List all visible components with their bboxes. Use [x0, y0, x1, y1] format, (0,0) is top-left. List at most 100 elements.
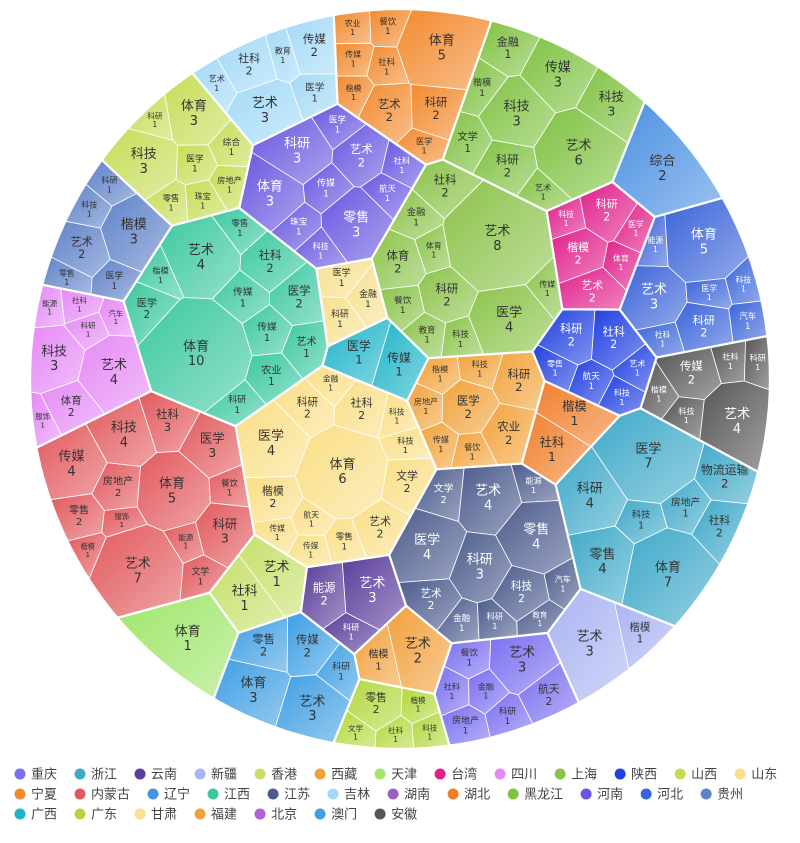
- cell-value: 1: [618, 263, 623, 272]
- cell-label: 社科: [655, 329, 671, 339]
- cell-label: 楷模: [81, 542, 95, 551]
- legend-item: 安徽: [374, 808, 417, 823]
- cell-label: 体育: [655, 560, 681, 576]
- cell-value: 1: [272, 575, 280, 590]
- legend-swatch: [134, 768, 146, 780]
- cell-value: 1: [234, 406, 240, 416]
- cell-label: 珠宝: [290, 215, 308, 227]
- cell-value: 1: [438, 445, 443, 454]
- cell-label: 体育: [183, 338, 209, 354]
- group-outline: [441, 19, 647, 213]
- cell-label: 能源: [313, 580, 336, 594]
- cell-value: 1: [227, 488, 232, 498]
- cell-value: 1: [280, 55, 285, 65]
- legend-text: 吉林: [344, 788, 370, 803]
- cell-label: 艺术: [350, 142, 373, 156]
- legend-item: 江苏: [267, 787, 310, 803]
- cell-value: 2: [304, 646, 311, 660]
- legend-item: 上海: [554, 768, 597, 783]
- cell-value: 2: [266, 261, 273, 275]
- cell-label: 文学: [396, 468, 418, 482]
- cell-value: 3: [650, 298, 658, 313]
- cell-value: 1: [466, 659, 472, 669]
- cell-label: 楷模: [152, 266, 168, 276]
- legend-item: 湖北: [447, 788, 490, 803]
- legend-item: 山西: [674, 768, 717, 783]
- cell-label: 科研: [297, 395, 319, 408]
- cell-label: 医学: [186, 153, 204, 165]
- cell-value: 1: [463, 727, 469, 737]
- cell-label: 楷模: [651, 384, 667, 394]
- legend-text: 四川: [511, 768, 537, 783]
- cell-label: 科研: [147, 110, 163, 120]
- group-outline: [639, 334, 772, 474]
- legend-swatch: [147, 788, 159, 800]
- cell-label: 传媒: [680, 359, 703, 373]
- group-cell: 文学1艺术7房地产2传媒4服饰1楷模1社科3科研3能源1体育5医学3零售2科技4…: [35, 389, 256, 620]
- cell-label: 社科: [156, 407, 179, 421]
- cell-value: 1: [635, 369, 640, 378]
- cell: [334, 42, 375, 77]
- cell-label: 航天: [379, 183, 396, 193]
- cell-label: 医学: [496, 305, 522, 321]
- cell-label: 科技: [472, 359, 488, 369]
- cell-label: 科研: [577, 481, 603, 496]
- cell-value: 1: [638, 520, 644, 531]
- cell-value: 1: [214, 83, 219, 93]
- legend-swatch: [74, 788, 86, 800]
- cell-value: 1: [85, 550, 90, 559]
- legend-text: 山东: [751, 768, 777, 783]
- cell-label: 楷模: [629, 620, 650, 633]
- legend-item: 辽宁: [147, 787, 190, 803]
- legend-text: 宁夏: [31, 787, 57, 803]
- cell-value: 1: [545, 288, 550, 298]
- cell-label: 教育: [275, 46, 291, 56]
- cell-value: 4: [586, 496, 594, 511]
- legend-swatch: [434, 768, 446, 780]
- cell-label: 科研: [343, 622, 359, 632]
- cell-value: 1: [449, 691, 454, 701]
- cell-value: 4: [197, 258, 205, 273]
- legend-text: 河北: [657, 788, 683, 803]
- legend-item: 吉林: [327, 788, 370, 803]
- legend-text: 广西: [31, 808, 57, 823]
- cell-label: 房地产: [671, 495, 700, 508]
- cell-label: 医学: [305, 82, 325, 94]
- cell-value: 2: [504, 165, 511, 179]
- cell-label: 科技: [397, 436, 413, 446]
- legend-text: 北京: [271, 808, 297, 823]
- legend-text: 安徽: [391, 808, 417, 823]
- legend-item: 甘肃: [134, 808, 177, 823]
- cell-label: 零售: [163, 193, 180, 203]
- cell-value: 2: [721, 477, 729, 491]
- cell-value: 1: [309, 519, 314, 528]
- cell-value: 4: [505, 321, 513, 336]
- cell-value: 1: [755, 363, 760, 372]
- cell-value: 7: [644, 457, 652, 472]
- legend-swatch: [734, 768, 746, 780]
- legend-swatch: [14, 788, 26, 800]
- legend-text: 陕西: [631, 768, 657, 783]
- cell-label: 科技: [422, 723, 437, 733]
- cell-value: 8: [493, 239, 501, 254]
- cell-label: 艺术: [405, 637, 431, 652]
- cell-label: 体育: [257, 178, 283, 194]
- cell-value: 2: [269, 497, 276, 510]
- cell-value: 1: [323, 189, 329, 199]
- cell-value: 1: [229, 148, 235, 158]
- legend-text: 福建: [211, 808, 237, 823]
- legend-item: 山东: [734, 768, 777, 783]
- cell-value: 2: [320, 593, 327, 607]
- cell-value: 1: [40, 421, 45, 430]
- cell-label: 楷模: [121, 218, 147, 233]
- cell-value: 2: [76, 517, 82, 528]
- cell-value: 1: [400, 306, 406, 316]
- legend-swatch: [207, 788, 219, 800]
- cell-value: 3: [352, 225, 360, 240]
- cell-value: 1: [184, 639, 192, 654]
- cell-value: 1: [192, 165, 198, 175]
